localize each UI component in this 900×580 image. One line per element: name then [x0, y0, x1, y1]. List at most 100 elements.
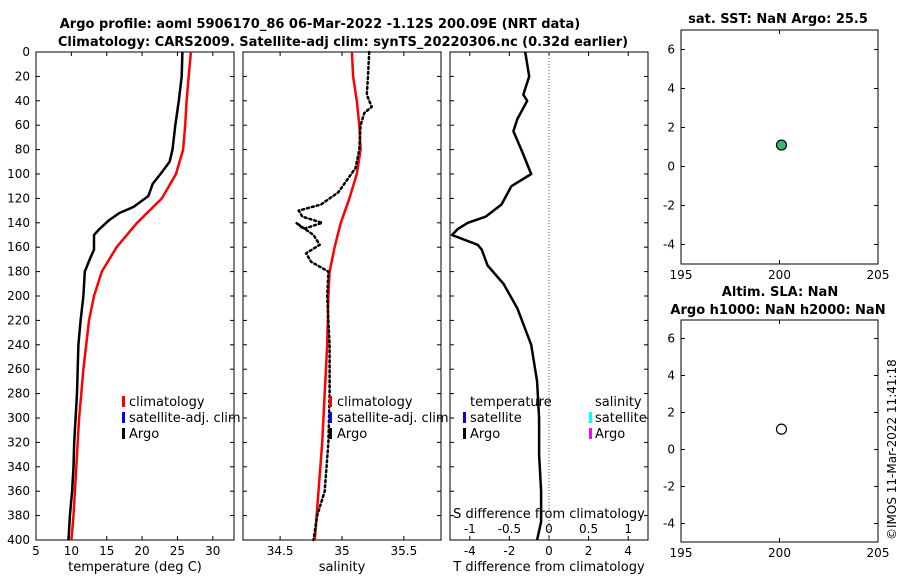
legend-swatch-satellite: [329, 412, 332, 423]
x-tick-label: 4: [624, 544, 632, 558]
legend-heading-temperature: temperature: [470, 395, 552, 410]
difference-plot: -4 -2 0 2 4 -1 -0.5 0 0.5 1: [450, 51, 648, 558]
argo-line: [294, 50, 373, 542]
x-tick-label: 200: [768, 268, 791, 282]
y-tick-label: 0: [667, 443, 675, 457]
top-tick-label: 0.5: [579, 522, 598, 536]
x-tick-label: 205: [867, 546, 890, 560]
copyright-stamp: ©IMOS 11-Mar-2022 11:41:18: [885, 359, 899, 540]
y-tick-label: 380: [7, 509, 30, 523]
y-tick-label: 2: [667, 121, 675, 135]
y-tick-label: 180: [7, 265, 30, 279]
top-tick-label: 1: [624, 522, 632, 536]
sla-plot: 6 4 2 0 -2 -4 195 200 205: [663, 320, 889, 560]
legend-label-t-argo: Argo: [470, 427, 500, 442]
y-tick-label: 400: [7, 533, 30, 547]
legend-label-t-satellite: satellite: [470, 411, 522, 426]
climatology-line: [313, 51, 362, 541]
top-tick-label: -1: [464, 522, 476, 536]
argo-line: [67, 51, 184, 541]
x-tick-label: 15: [99, 544, 114, 558]
legend-label-s-argo: Argo: [595, 427, 625, 442]
x-tick-label: 5: [32, 544, 40, 558]
top-tick-label: 0: [545, 522, 553, 536]
legend-label-satellite: satellite-adj. clim: [129, 411, 241, 426]
legend-swatch-argo: [122, 428, 125, 439]
legend-swatch-t-satellite: [463, 412, 466, 423]
y-tick-label: 140: [7, 216, 30, 230]
y-tick-label: 360: [7, 484, 30, 498]
legend-swatch-argo: [329, 428, 332, 439]
depth-axis: 0 20 40 60 80 100 120 140 160 180 200 220 240 260 280 3…: [7, 45, 30, 547]
y-tick-label: 240: [7, 338, 30, 352]
sla-title-line1: Altim. SLA: NaN: [722, 285, 838, 300]
y-tick-label: 320: [7, 435, 30, 449]
difference-legend: temperature salinity satellite Argo sate…: [463, 395, 647, 442]
salinity-xlabel: salinity: [319, 560, 366, 575]
temperature-axes: [35, 51, 235, 541]
sla-title-line2: Argo h1000: NaN h2000: NaN: [670, 303, 885, 318]
y-tick-label: -4: [663, 517, 675, 531]
y-tick-label: 4: [667, 369, 675, 383]
y-tick-label: 6: [667, 332, 675, 346]
legend-label-argo: Argo: [337, 427, 367, 442]
y-tick-label: 340: [7, 460, 30, 474]
figure-title-line1: Argo profile: aoml 5906170_86 06-Mar-202…: [60, 17, 580, 32]
x-tick-label: 25: [170, 544, 185, 558]
temperature-xlabel: temperature (deg C): [68, 560, 202, 575]
sst-title: sat. SST: NaN Argo: 25.5: [688, 12, 868, 27]
y-tick-label: 6: [667, 43, 675, 57]
x-tick-label: 205: [867, 268, 890, 282]
x-tick-label: 35: [334, 544, 349, 558]
legend-swatch-s-satellite: [589, 412, 592, 423]
x-tick-label: 195: [670, 268, 693, 282]
salinity-legend: climatology satellite-adj. clim Argo: [329, 395, 449, 442]
y-tick-label: 260: [7, 362, 30, 376]
scatter-point: [775, 423, 788, 435]
difference-xlabel: T difference from climatology: [452, 560, 645, 575]
legend-swatch-climatology: [329, 396, 332, 407]
y-tick-label: 0: [667, 160, 675, 174]
x-tick-label: 34.5: [267, 544, 294, 558]
x-tick-label: 0: [545, 544, 553, 558]
x-tick-label: 195: [670, 546, 693, 560]
legend-heading-salinity: salinity: [595, 395, 642, 410]
x-tick-label: -4: [464, 544, 476, 558]
legend-swatch-satellite: [122, 412, 125, 423]
y-tick-label: -2: [663, 199, 675, 213]
y-tick-label: -2: [663, 480, 675, 494]
x-tick-label: -2: [503, 544, 515, 558]
legend-label-climatology: climatology: [129, 395, 205, 410]
y-tick-label: 20: [15, 69, 30, 83]
legend-label-satellite: satellite-adj. clim: [337, 411, 449, 426]
legend-label-climatology: climatology: [337, 395, 413, 410]
x-tick-label: 10: [64, 544, 79, 558]
x-tick-label: 30: [205, 544, 220, 558]
y-tick-label: 60: [15, 118, 30, 132]
salinity-axes: [242, 51, 442, 541]
legend-swatch-s-argo: [589, 428, 592, 439]
y-tick-label: 160: [7, 240, 30, 254]
top-tick-label: -0.5: [498, 522, 521, 536]
climatology-line: [70, 51, 193, 541]
y-tick-label: 2: [667, 406, 675, 420]
salinity-plot: 34.5 35 35.5: [243, 50, 441, 558]
y-tick-label: 40: [15, 94, 30, 108]
y-tick-label: 220: [7, 313, 30, 327]
y-tick-label: 200: [7, 289, 30, 303]
legend-swatch-t-argo: [463, 428, 466, 439]
y-tick-label: 280: [7, 387, 30, 401]
y-tick-label: 80: [15, 143, 30, 157]
x-tick-label: 200: [768, 546, 791, 560]
legend-label-s-satellite: satellite: [595, 411, 647, 426]
y-tick-label: 100: [7, 167, 30, 181]
scatter-point: [775, 139, 788, 151]
argo-line: [450, 51, 543, 541]
sst-plot: 6 4 2 0 -2 -4 195 200 205: [663, 30, 889, 282]
x-tick-label: 2: [585, 544, 593, 558]
temperature-legend: climatology satellite-adj. clim Argo: [122, 395, 241, 442]
x-tick-label: 35.5: [391, 544, 418, 558]
difference-top-label: S difference from climatology: [453, 507, 645, 522]
y-tick-label: -4: [663, 238, 675, 252]
